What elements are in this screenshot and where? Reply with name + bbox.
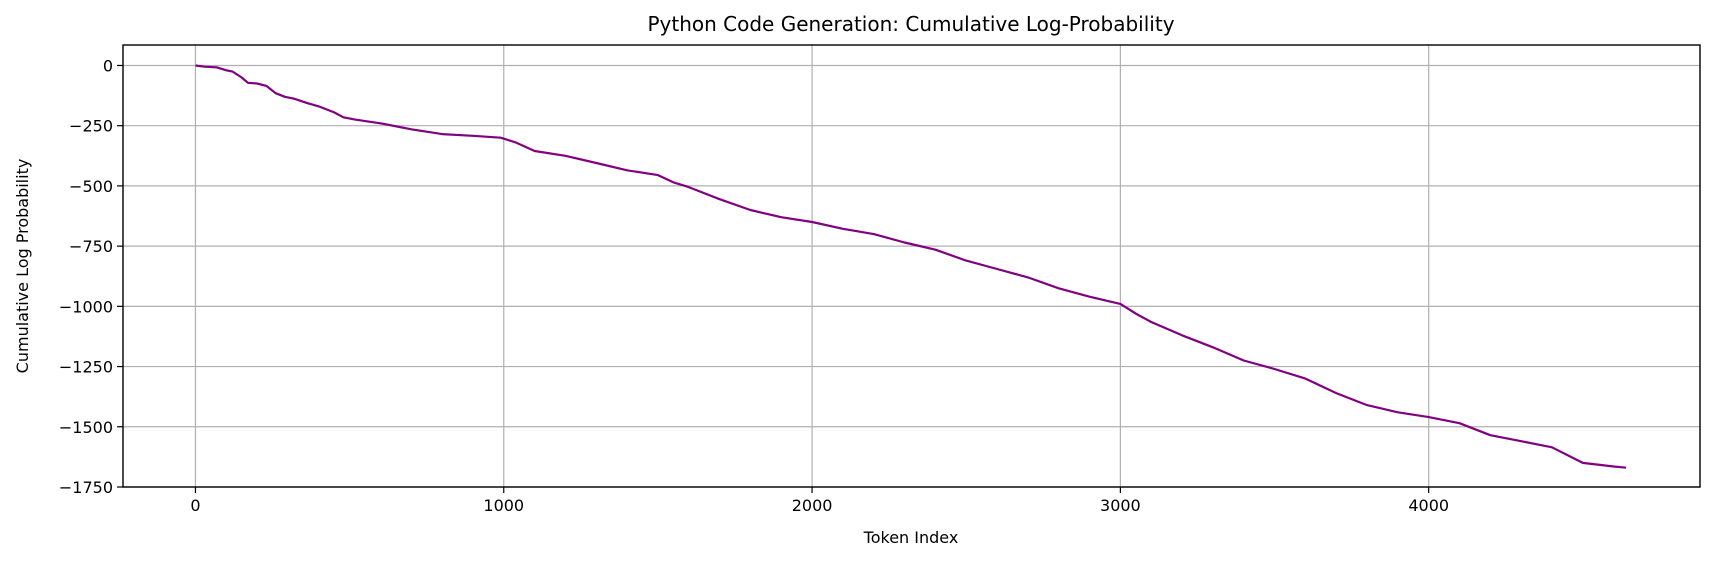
y-tick-label: −1500	[59, 418, 113, 437]
x-axis-label: Token Index	[863, 528, 959, 547]
chart-title: Python Code Generation: Cumulative Log-P…	[647, 12, 1174, 36]
x-tick-label: 2000	[792, 496, 833, 515]
data-series	[195, 64, 1627, 469]
plot-frame	[122, 44, 1701, 488]
y-tick-label: −1000	[59, 297, 113, 316]
y-tick-label: −1750	[59, 478, 113, 497]
y-axis-label: Cumulative Log Probability	[13, 159, 32, 374]
x-tick-label: 1000	[483, 496, 524, 515]
y-axis-ticks: 0 −250 −500 −750 −1000 −1250 −1500 −1750	[59, 56, 123, 497]
x-tick-label: 0	[190, 496, 200, 515]
grid-lines	[123, 45, 1700, 488]
y-tick-label: 0	[103, 56, 113, 75]
y-tick-label: −250	[69, 117, 113, 136]
x-tick-label: 3000	[1100, 496, 1141, 515]
series-line	[195, 64, 1627, 469]
y-tick-label: −750	[69, 237, 113, 256]
y-tick-label: −500	[69, 177, 113, 196]
y-tick-label: −1250	[59, 358, 113, 377]
x-axis-ticks: 0 1000 2000 3000 4000	[190, 487, 1449, 515]
x-tick-label: 4000	[1408, 496, 1449, 515]
